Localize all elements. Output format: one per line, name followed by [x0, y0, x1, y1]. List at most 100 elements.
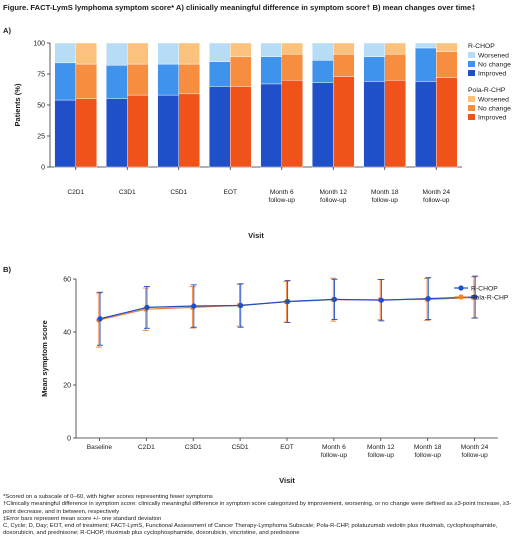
bar-segment	[106, 98, 128, 168]
footnotes: *Scored on a subscale of 0–60, with high…	[3, 494, 517, 538]
bar-segment	[230, 56, 252, 87]
y-tick-label-a: 25	[37, 134, 45, 141]
bar-segment	[127, 42, 149, 65]
bar-segment	[281, 53, 303, 81]
x-tick-label-b: Baseline	[87, 444, 113, 451]
x-tick-label-b: follow-up	[368, 452, 395, 459]
x-tick-label-b: Month 6	[322, 444, 346, 451]
bar-segment	[75, 98, 97, 168]
y-tick-label-b: 0	[67, 436, 71, 443]
bar-segment	[178, 93, 200, 168]
bar-segment	[363, 56, 385, 82]
x-tick-label-b: C2D1	[138, 444, 155, 451]
bar-segment	[106, 65, 128, 99]
data-point	[191, 303, 197, 309]
figure-title: Figure. FACT-LymS lymphoma symptom score…	[3, 3, 476, 12]
bar-segment	[312, 42, 334, 61]
bar-segment	[157, 42, 179, 65]
bar-segment	[333, 53, 355, 77]
bar-segment	[209, 61, 231, 87]
legend-label: R-CHOP	[471, 286, 498, 293]
bar-segment	[436, 42, 458, 52]
bar-segment	[436, 77, 458, 168]
legend-group-title: Pola-R-CHP	[468, 87, 506, 94]
bar-segment	[127, 63, 149, 96]
y-tick-label-b: 60	[63, 277, 71, 284]
y-tick-label-a: 0	[41, 165, 45, 172]
legend-marker	[458, 294, 464, 300]
bar-segment	[54, 42, 76, 64]
bar-segment	[415, 47, 437, 82]
y-tick-label-a: 75	[37, 72, 45, 79]
legend-label: Improved	[478, 115, 507, 122]
bar-segment	[127, 94, 149, 168]
footnote-1: *Scored on a subscale of 0–60, with high…	[3, 494, 213, 500]
bar-segment	[384, 42, 406, 55]
legend-swatch	[468, 70, 475, 76]
x-tick-label-a: C3D1	[119, 189, 136, 196]
y-tick-label-a: 50	[37, 103, 45, 110]
bar-segment	[312, 82, 334, 168]
panel-a-label: A)	[3, 26, 12, 35]
bar-segment	[415, 42, 437, 49]
bar-segment	[436, 51, 458, 78]
legend-swatch	[468, 105, 475, 111]
x-axis-title-a: Visit	[248, 231, 264, 240]
legend-swatch	[468, 114, 475, 120]
bar-segment	[281, 42, 303, 55]
bar-segment	[415, 81, 437, 168]
data-point	[331, 296, 338, 303]
bar-segment	[75, 63, 97, 100]
data-point	[425, 296, 431, 302]
panel-b-label: B)	[3, 265, 12, 274]
y-tick-label-b: 40	[63, 330, 71, 337]
bar-segment	[106, 42, 128, 66]
x-tick-label-a: Month 12	[320, 189, 348, 196]
y-axis-title-b: Mean symptom score	[40, 320, 49, 397]
x-tick-label-a: follow-up	[320, 197, 347, 204]
x-tick-label-b: Month 18	[414, 444, 442, 451]
x-tick-label-a: Month 18	[371, 189, 399, 196]
legend-label: Pola-R-CHP	[471, 295, 509, 302]
bar-segment	[384, 53, 406, 81]
legend-label: Worsened	[478, 53, 509, 60]
x-tick-label-a: C2D1	[67, 189, 84, 196]
legend-swatch	[468, 96, 475, 102]
bar-segment	[363, 42, 385, 57]
x-tick-label-b: Month 12	[367, 444, 395, 451]
bar-segment	[260, 83, 282, 168]
bar-segment	[178, 42, 200, 65]
x-tick-label-a: EOT	[223, 189, 237, 196]
x-tick-label-b: EOT	[280, 444, 294, 451]
y-axis-title-a: Patients (%)	[13, 83, 22, 126]
x-tick-label-b: C5D1	[232, 444, 249, 451]
x-tick-label-a: Month 6	[270, 189, 294, 196]
x-tick-label-b: Month 24	[461, 444, 489, 451]
data-point	[378, 297, 384, 303]
bar-segment	[209, 42, 231, 62]
x-tick-label-a: follow-up	[269, 197, 296, 204]
data-point	[144, 304, 150, 310]
x-tick-label-b: follow-up	[414, 452, 441, 459]
footnote-3: ‡Error bars represent mean score +/- one…	[3, 515, 162, 522]
legend-label: No change	[478, 106, 511, 113]
bar-segment	[54, 99, 76, 168]
x-tick-label-a: follow-up	[423, 197, 450, 204]
x-tick-label-b: follow-up	[321, 452, 348, 459]
y-tick-label-a: 100	[33, 41, 45, 48]
data-point	[97, 316, 103, 322]
bar-segment	[363, 81, 385, 168]
legend-marker	[458, 285, 464, 291]
bar-segment	[333, 42, 355, 55]
legend-label: Improved	[478, 71, 507, 78]
bar-segment	[260, 56, 282, 85]
bar-segment	[312, 60, 334, 83]
bar-segment	[333, 76, 355, 168]
bar-segment	[157, 94, 179, 168]
x-tick-label-b: C3D1	[185, 444, 202, 451]
data-point	[285, 298, 291, 305]
x-tick-label-a: Month 24	[423, 189, 451, 196]
bar-segment	[209, 86, 231, 168]
bar-segment	[384, 79, 406, 168]
bar-segment	[281, 79, 303, 168]
